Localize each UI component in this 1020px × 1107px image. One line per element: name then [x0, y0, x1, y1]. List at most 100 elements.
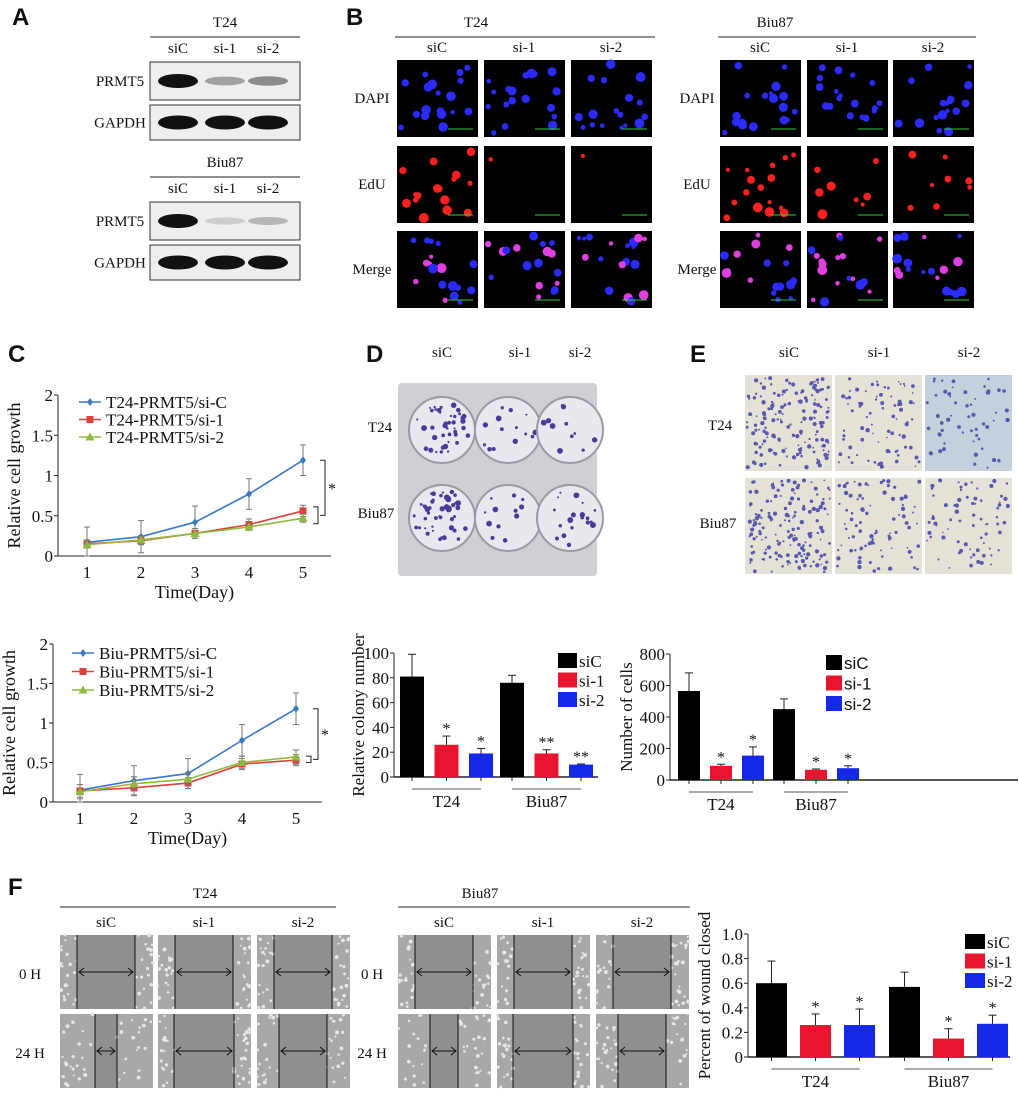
cell	[856, 454, 859, 457]
panel-label-d: D	[366, 341, 383, 368]
cell	[817, 381, 820, 384]
nucleus	[834, 66, 843, 75]
cell	[1006, 418, 1010, 421]
cell	[580, 1025, 583, 1028]
blot-title: T24	[213, 15, 238, 31]
nucleus	[625, 96, 630, 101]
nucleus	[907, 204, 914, 211]
cell	[880, 401, 885, 406]
cell	[137, 1046, 141, 1049]
colony	[559, 491, 562, 494]
cell	[889, 532, 891, 535]
y-axis-title: Relative cell growth	[4, 403, 24, 549]
cell	[807, 509, 812, 514]
colony	[461, 425, 466, 431]
cell	[803, 563, 807, 568]
lane-label: siC	[168, 41, 188, 57]
cell	[938, 449, 943, 454]
nucleus	[964, 81, 973, 90]
cell	[813, 486, 818, 491]
cell	[69, 1065, 72, 1068]
cell	[779, 541, 782, 544]
cell	[815, 493, 819, 496]
significance-star: *	[749, 732, 757, 749]
cell	[771, 418, 776, 423]
cell	[873, 460, 877, 464]
cell	[170, 969, 174, 973]
cell	[586, 982, 591, 987]
bar-si-1-T24	[434, 744, 459, 777]
cell	[337, 1053, 340, 1056]
colony	[431, 529, 434, 532]
nucleus	[952, 107, 961, 115]
cell	[480, 993, 484, 997]
cell	[339, 985, 344, 990]
cell	[487, 982, 490, 985]
cell	[147, 933, 151, 938]
cell	[505, 1073, 510, 1077]
y-axis-title: Relative colony number	[349, 633, 368, 797]
significance-bracket	[313, 506, 319, 525]
lane-label: si-2	[600, 40, 623, 56]
nucleus	[542, 246, 553, 257]
arrowhead	[658, 1046, 665, 1056]
colony	[450, 402, 457, 408]
cell	[138, 1026, 142, 1029]
cell	[406, 946, 411, 951]
bar-siC-Biu87	[889, 986, 920, 1057]
colony	[482, 422, 489, 428]
cell	[793, 492, 796, 495]
nucleus	[725, 167, 730, 172]
category-label: T24	[802, 1072, 830, 1091]
cell	[83, 1073, 88, 1078]
cell	[506, 976, 510, 980]
cell	[797, 444, 800, 447]
cell	[849, 548, 854, 553]
nucleus	[914, 118, 925, 128]
nucleus	[835, 280, 840, 286]
cell	[783, 506, 788, 511]
nucleus	[935, 275, 940, 280]
cell	[785, 455, 788, 458]
nucleus	[605, 59, 616, 69]
colony	[514, 513, 520, 519]
colony	[490, 497, 493, 500]
microscopy-image	[893, 146, 974, 223]
cell	[257, 992, 260, 996]
colony	[417, 526, 422, 530]
cell	[240, 1064, 243, 1068]
cell-monolayer	[60, 935, 77, 1009]
cell	[865, 511, 869, 516]
cell	[926, 539, 928, 542]
colony	[446, 450, 450, 453]
cell	[797, 400, 800, 403]
nucleus	[813, 252, 820, 260]
nucleus	[587, 74, 595, 83]
cell	[334, 955, 339, 960]
cell	[506, 941, 509, 945]
nucleus	[440, 195, 450, 205]
cell	[475, 1083, 479, 1088]
cell	[759, 462, 764, 467]
cell	[898, 433, 901, 436]
nucleus	[839, 253, 847, 260]
cell-monolayer	[233, 935, 251, 1009]
colony	[454, 501, 458, 505]
cell	[896, 453, 900, 457]
cell	[913, 566, 916, 570]
colony	[452, 528, 457, 533]
cell	[796, 497, 801, 501]
cell	[981, 422, 986, 426]
cell	[822, 449, 825, 452]
cell	[777, 409, 782, 414]
cell	[405, 1001, 409, 1005]
cell	[763, 462, 767, 466]
cell	[502, 1036, 505, 1040]
row-label: T24	[368, 420, 393, 436]
cell	[976, 487, 979, 490]
cell	[68, 962, 72, 967]
x-tick-label: 4	[238, 809, 247, 828]
nucleus	[466, 147, 476, 157]
nucleus	[771, 81, 781, 91]
